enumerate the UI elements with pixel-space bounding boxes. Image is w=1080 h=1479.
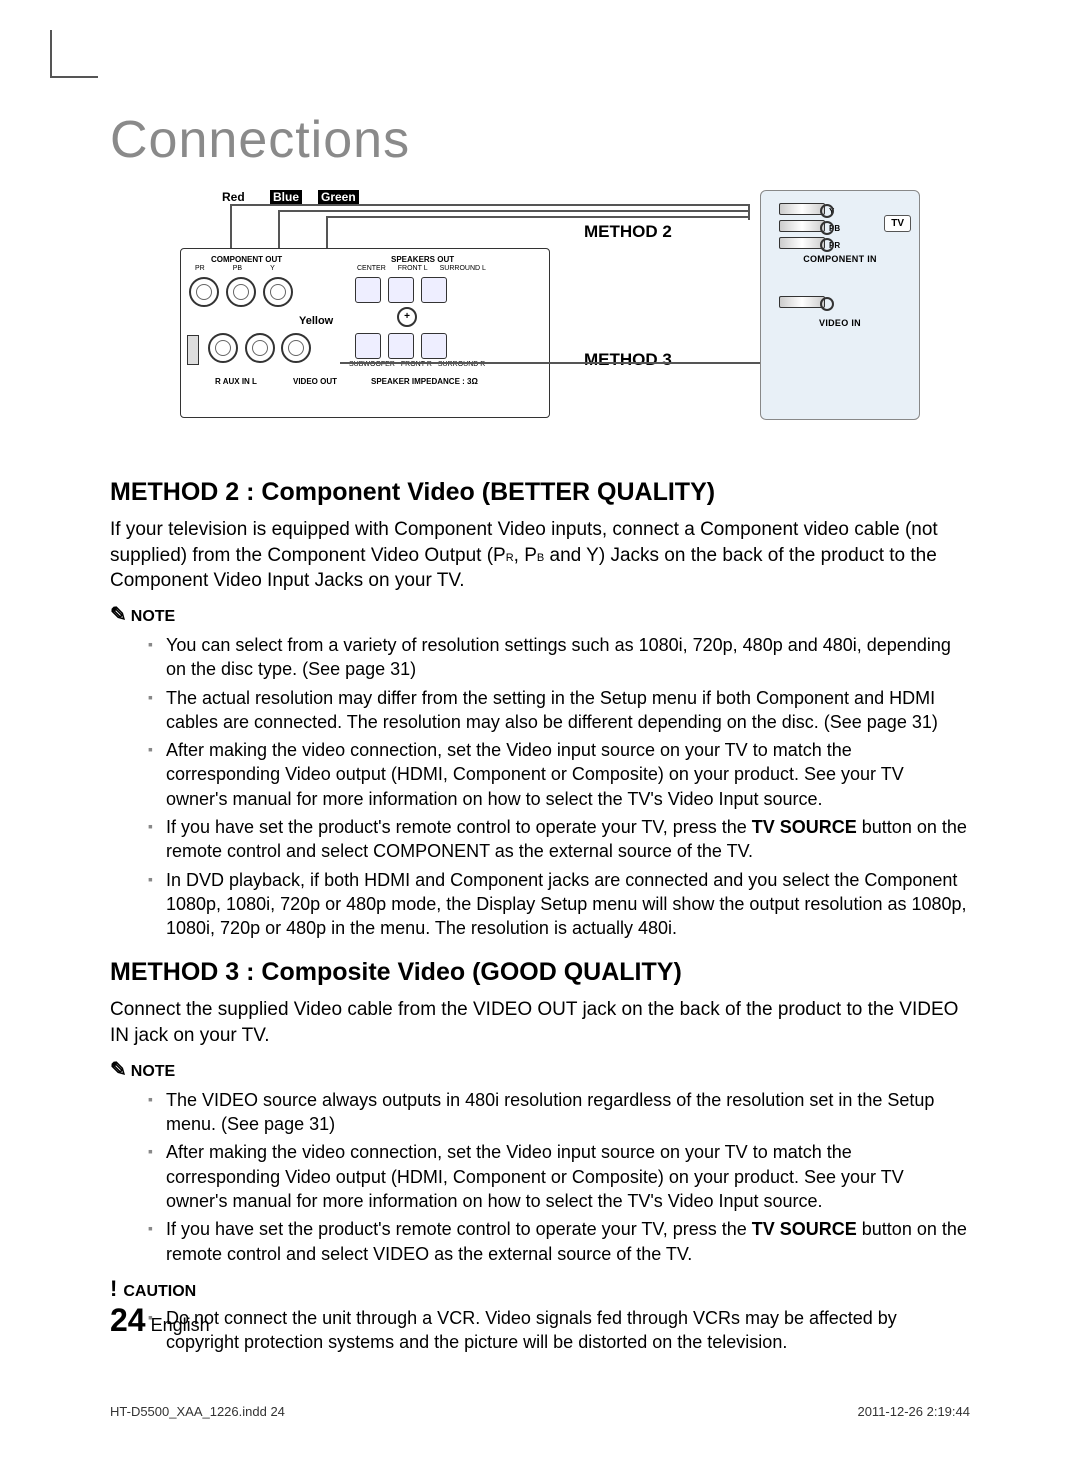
label-speakers-out: SPEAKERS OUT <box>391 255 454 264</box>
jack-aux-r <box>208 333 238 363</box>
method2-label: METHOD 2 <box>580 222 676 242</box>
label-pr: PR <box>195 265 205 272</box>
method2-heading: METHOD 2 : Component Video (BETTER QUALI… <box>110 478 970 507</box>
m2-note-3: After making the video connection, set t… <box>148 738 970 811</box>
label-blue: Blue <box>270 190 302 204</box>
jack-component-pr <box>189 277 219 307</box>
m2-note-2: The actual resolution may differ from th… <box>148 686 970 735</box>
m3-note-1: The VIDEO source always outputs in 480i … <box>148 1088 970 1137</box>
method2-note-label: ✎NOTE <box>110 602 970 627</box>
tv-jack-y <box>779 203 825 215</box>
jack-video-out <box>281 333 311 363</box>
label-center: CENTER <box>357 265 386 272</box>
label-yellow: Yellow <box>299 315 333 327</box>
tv-label-pr: PR <box>829 241 913 250</box>
page-footer: 24 English <box>110 1302 210 1339</box>
page-language: English <box>151 1315 210 1335</box>
device-back-panel: COMPONENT OUT PR PB Y SPEAKERS OUT CENTE… <box>180 248 550 418</box>
m3-note-3: If you have set the product's remote con… <box>148 1217 970 1266</box>
jack-aux-l <box>245 333 275 363</box>
label-y: Y <box>270 265 275 272</box>
jack-speaker-surround-r <box>421 333 447 359</box>
method2-body: If your television is equipped with Comp… <box>110 517 970 594</box>
label-component-out: COMPONENT OUT <box>211 255 282 264</box>
jack-hdmi <box>187 335 199 365</box>
label-impedance: SPEAKER IMPEDANCE : 3Ω <box>371 377 478 386</box>
page-title: Connections <box>110 110 970 170</box>
jack-component-y <box>263 277 293 307</box>
label-aux-in: R AUX IN L <box>215 377 257 386</box>
tv-label-component-in: COMPONENT IN <box>767 254 913 264</box>
tv-jack-pr <box>779 237 825 249</box>
caution-notes: Do not connect the unit through a VCR. V… <box>110 1306 970 1355</box>
connection-diagram: Red Blue Green COMPONENT OUT PR PB Y SPE… <box>160 190 920 450</box>
m3-note-2: After making the video connection, set t… <box>148 1140 970 1213</box>
page-number: 24 <box>110 1302 146 1338</box>
method2-notes: You can select from a variety of resolut… <box>110 633 970 941</box>
jack-speaker-sub <box>355 333 381 359</box>
method3-notes: The VIDEO source always outputs in 480i … <box>110 1088 970 1266</box>
jack-component-pb <box>226 277 256 307</box>
plus-icon: + <box>397 307 417 327</box>
indesign-slug: HT-D5500_XAA_1226.indd 24 2011-12-26 2:1… <box>110 1404 970 1419</box>
jack-speaker-front-l <box>388 277 414 303</box>
m2-note-4: If you have set the product's remote con… <box>148 815 970 864</box>
label-front-l: FRONT L <box>398 265 428 272</box>
m2-note-5: In DVD playback, if both HDMI and Compon… <box>148 868 970 941</box>
indd-file: HT-D5500_XAA_1226.indd 24 <box>110 1404 285 1419</box>
label-pb: PB <box>233 265 242 272</box>
tv-jack-pb <box>779 220 825 232</box>
method3-label: METHOD 3 <box>580 350 676 370</box>
method3-body: Connect the supplied Video cable from th… <box>110 997 970 1048</box>
tv-input-panel: TV Y PB PR COMPONENT IN VIDEO IN <box>760 190 920 420</box>
label-surround-l: SURROUND L <box>440 265 486 272</box>
tv-label-video-in: VIDEO IN <box>767 318 913 328</box>
jack-speaker-front-r <box>388 333 414 359</box>
tv-badge: TV <box>884 215 911 232</box>
m2-note-1: You can select from a variety of resolut… <box>148 633 970 682</box>
label-green: Green <box>318 190 359 204</box>
jack-speaker-center <box>355 277 381 303</box>
label-video-out: VIDEO OUT <box>293 377 337 386</box>
crop-mark-tl <box>50 30 98 78</box>
tv-jack-video <box>779 296 825 308</box>
indd-datetime: 2011-12-26 2:19:44 <box>857 1404 970 1419</box>
label-red: Red <box>222 190 245 204</box>
method3-note-label: ✎NOTE <box>110 1057 970 1082</box>
caution-1: Do not connect the unit through a VCR. V… <box>148 1306 970 1355</box>
method3-heading: METHOD 3 : Composite Video (GOOD QUALITY… <box>110 958 970 987</box>
jack-speaker-surround-l <box>421 277 447 303</box>
caution-label: !CAUTION <box>110 1276 970 1302</box>
